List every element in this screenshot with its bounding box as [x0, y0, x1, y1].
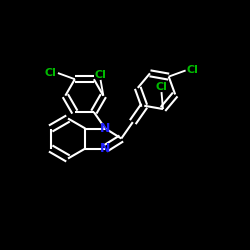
Text: N: N — [100, 142, 110, 155]
Text: Cl: Cl — [187, 66, 198, 76]
Text: Cl: Cl — [95, 70, 106, 80]
Text: Cl: Cl — [45, 68, 57, 78]
Text: N: N — [100, 122, 110, 135]
Text: Cl: Cl — [156, 82, 168, 92]
